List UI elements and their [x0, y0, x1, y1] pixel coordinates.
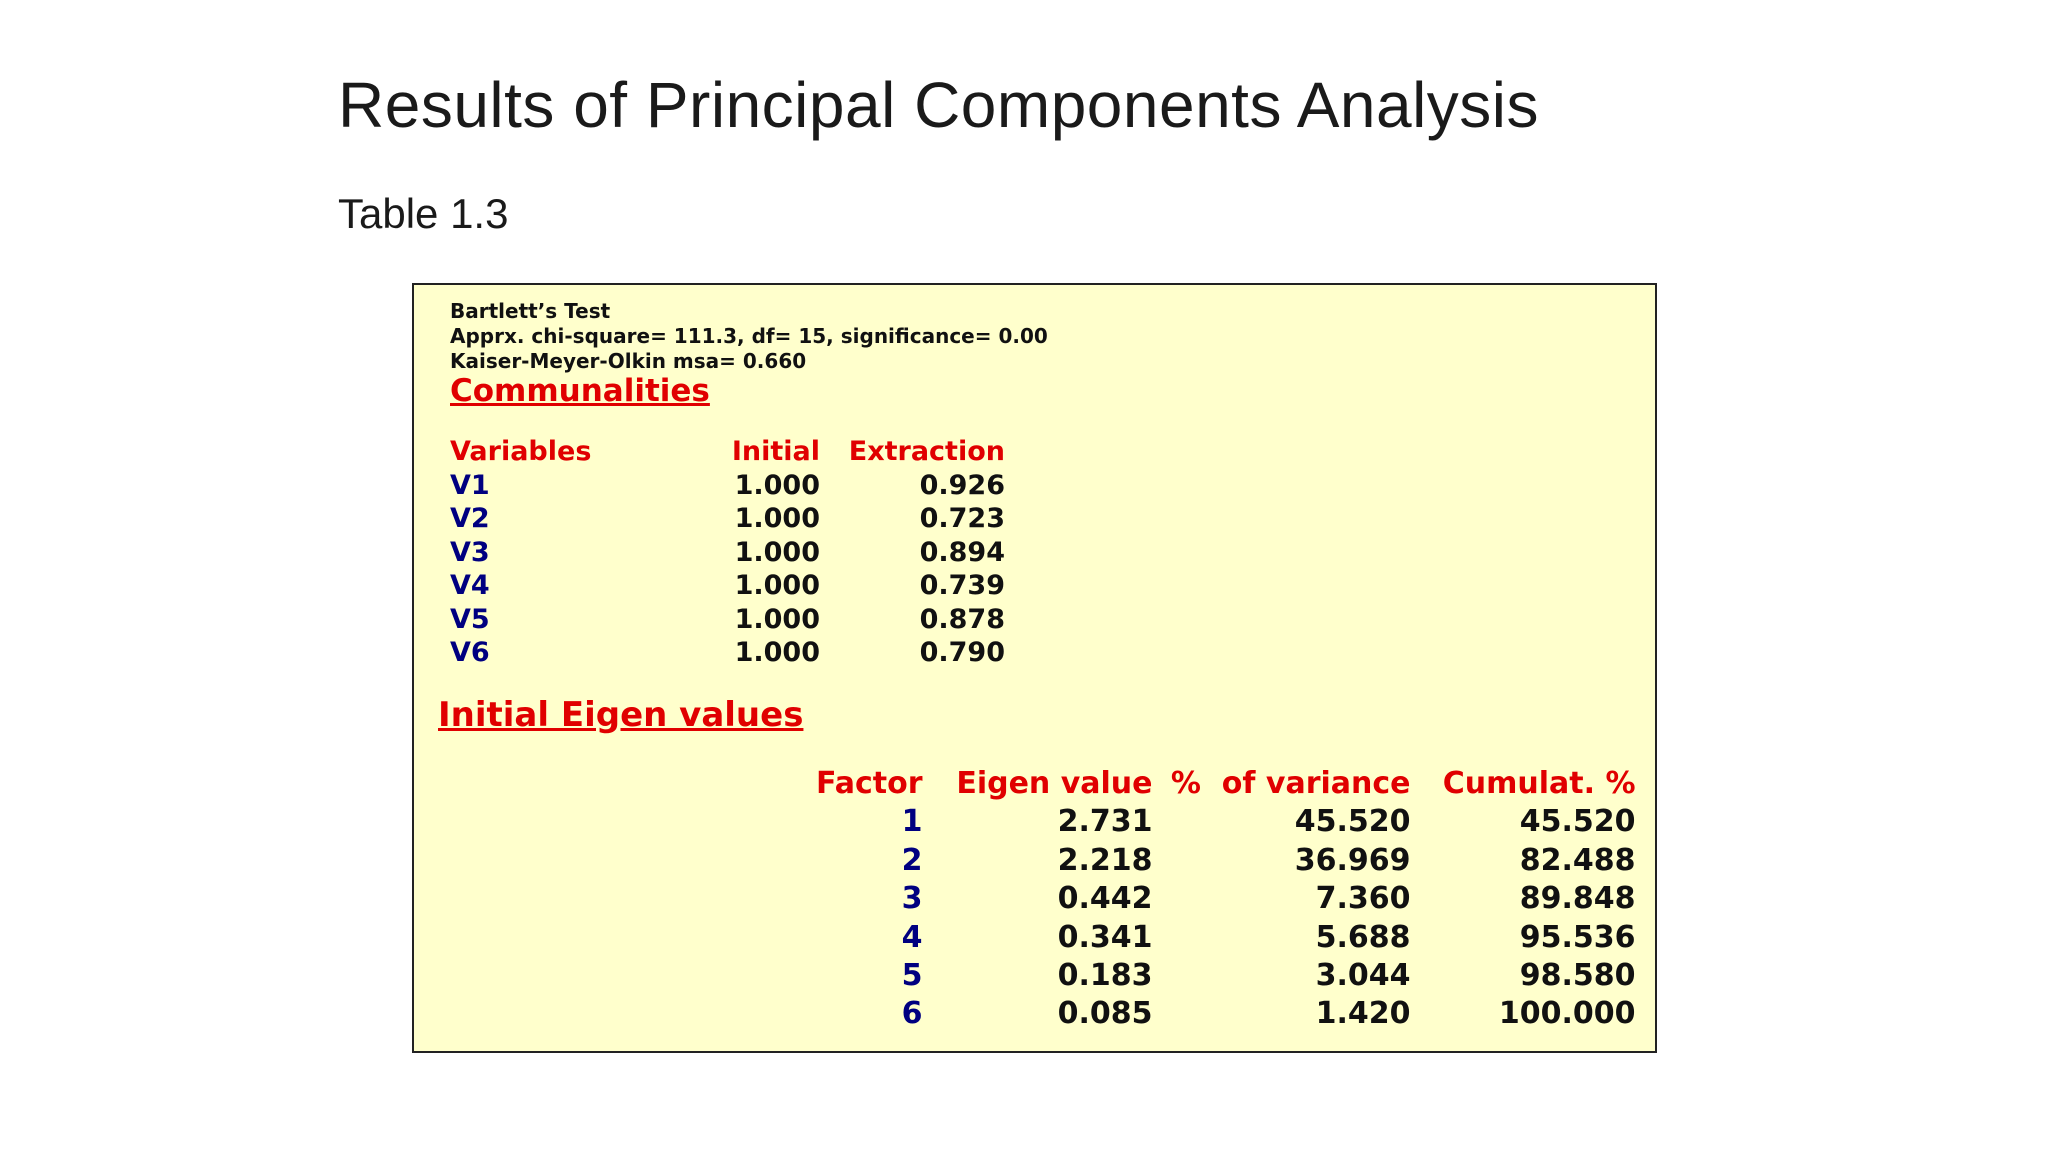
- pct-variance: 5.688: [1315, 919, 1411, 955]
- extraction-value: 0.739: [919, 570, 1005, 601]
- initial-value: 1.000: [734, 469, 820, 501]
- variable-name: V5: [450, 603, 490, 635]
- eigen-value: 2.218: [1057, 842, 1153, 878]
- header-eigen-value: Eigen value: [956, 766, 1153, 801]
- header-pct-variance: % of variance: [1170, 766, 1411, 801]
- header-factor: Factor: [816, 766, 923, 801]
- pct-variance: 45.520: [1294, 804, 1411, 840]
- initial-value: 1.000: [734, 603, 820, 635]
- factor-number: 4: [901, 919, 923, 955]
- eigen-value: 0.183: [1057, 958, 1153, 994]
- extraction-value: 0.878: [919, 603, 1005, 635]
- factor-number: 1: [901, 804, 923, 840]
- variable-name: V2: [450, 503, 490, 534]
- slide-subtitle: Table 1.3: [338, 190, 509, 237]
- eigen-value: 0.442: [1057, 881, 1153, 917]
- variable-name: V1: [450, 469, 490, 501]
- variable-name: V4: [450, 570, 490, 601]
- table-row: V2 1.000 0.723: [450, 502, 1005, 536]
- communalities-heading: Communalities: [450, 373, 710, 409]
- communalities-header-row: Variables Initial Extraction: [450, 435, 1005, 469]
- pct-variance: 36.969: [1294, 842, 1411, 878]
- communalities-table: Variables Initial Extraction V1 1.000 0.…: [450, 435, 1005, 670]
- eigen-value: 2.731: [1057, 804, 1153, 840]
- table-row: 6 0.085 1.420 100.000: [816, 995, 1636, 1033]
- eigenvalues-table: Factor Eigen value % of variance Cumulat…: [816, 765, 1636, 1034]
- results-box: Bartlett’s Test Apprx. chi-square= 111.3…: [412, 283, 1657, 1053]
- extraction-value: 0.894: [919, 536, 1005, 568]
- table-row: V3 1.000 0.894: [450, 536, 1005, 570]
- variable-name: V6: [450, 637, 490, 668]
- initial-value: 1.000: [734, 503, 820, 534]
- cumulative-pct: 100.000: [1498, 996, 1636, 1032]
- cumulative-pct: 45.520: [1519, 804, 1636, 840]
- initial-value: 1.000: [734, 536, 820, 568]
- eigenvalues-heading: Initial Eigen values: [438, 695, 804, 735]
- pct-variance: 1.420: [1315, 996, 1411, 1032]
- variable-name: V3: [450, 536, 490, 568]
- eigen-value: 0.341: [1057, 919, 1153, 955]
- header-initial: Initial: [731, 436, 820, 467]
- factor-number: 5: [901, 958, 923, 994]
- chi-square-line: Apprx. chi-square= 111.3, df= 15, signif…: [450, 324, 1048, 348]
- table-row: 2 2.218 36.969 82.488: [816, 842, 1636, 880]
- bartlett-heading: Bartlett’s Test: [450, 299, 611, 323]
- cumulative-pct: 98.580: [1519, 958, 1636, 994]
- cumulative-pct: 82.488: [1519, 842, 1636, 878]
- initial-value: 1.000: [734, 637, 820, 668]
- factor-number: 2: [901, 842, 923, 878]
- table-row: V4 1.000 0.739: [450, 569, 1005, 603]
- header-cumulative: Cumulat. %: [1442, 766, 1636, 801]
- table-row: 3 0.442 7.360 89.848: [816, 880, 1636, 918]
- cumulative-pct: 89.848: [1519, 881, 1636, 917]
- factor-number: 6: [901, 996, 923, 1032]
- factor-number: 3: [901, 881, 923, 917]
- eigen-value: 0.085: [1057, 996, 1153, 1032]
- cumulative-pct: 95.536: [1519, 919, 1636, 955]
- pct-variance: 3.044: [1315, 958, 1411, 994]
- table-row: V6 1.000 0.790: [450, 636, 1005, 670]
- extraction-value: 0.790: [919, 637, 1005, 668]
- extraction-value: 0.723: [919, 503, 1005, 534]
- header-extraction: Extraction: [848, 436, 1005, 467]
- slide-title: Results of Principal Components Analysis: [338, 69, 1539, 141]
- header-variables: Variables: [450, 436, 592, 467]
- table-row: 4 0.341 5.688 95.536: [816, 919, 1636, 957]
- eigenvalues-header-row: Factor Eigen value % of variance Cumulat…: [816, 765, 1636, 803]
- table-row: 5 0.183 3.044 98.580: [816, 957, 1636, 995]
- table-row: 1 2.731 45.520 45.520: [816, 803, 1636, 841]
- pct-variance: 7.360: [1315, 881, 1411, 917]
- kmo-line: Kaiser-Meyer-Olkin msa= 0.660: [450, 349, 807, 373]
- table-row: V1 1.000 0.926: [450, 469, 1005, 503]
- extraction-value: 0.926: [919, 469, 1005, 501]
- table-row: V5 1.000 0.878: [450, 603, 1005, 637]
- initial-value: 1.000: [734, 570, 820, 601]
